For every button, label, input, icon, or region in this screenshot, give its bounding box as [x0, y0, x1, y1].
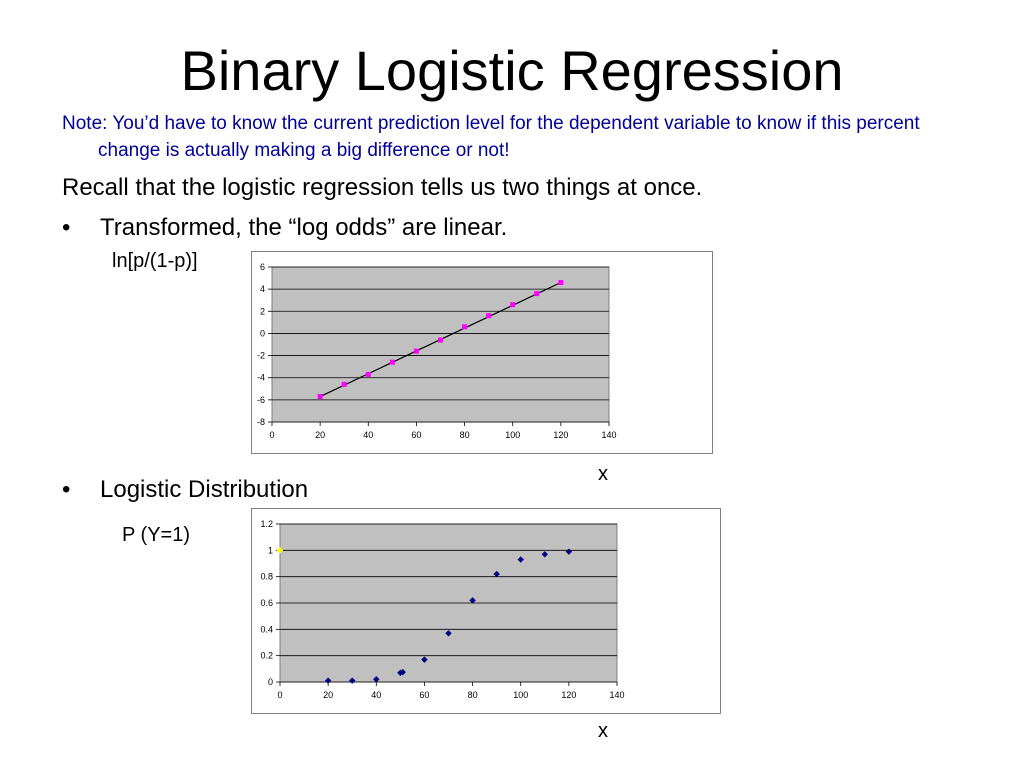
x-tick-label: 60 [411, 430, 421, 440]
y-tick-label: -2 [257, 351, 265, 361]
y-tick-label: 1 [268, 545, 273, 555]
x-tick-label: 40 [371, 690, 381, 700]
chart-1-ylabel: ln[p/(1-p)] [112, 250, 198, 272]
slide-title: Binary Logistic Regression [180, 39, 844, 102]
x-tick-label: 80 [468, 690, 478, 700]
data-point [438, 337, 443, 343]
x-tick-label: 140 [601, 430, 616, 440]
x-tick-label: 100 [505, 430, 520, 440]
x-tick-label: 0 [269, 430, 274, 440]
data-point [541, 551, 548, 558]
y-tick-label: 6 [260, 262, 265, 272]
bullet-2-marker: • [62, 476, 71, 503]
bullet-1-text: Transformed, the “log odds” are linear. [100, 214, 508, 241]
y-tick-label: 0.2 [260, 651, 273, 661]
data-point [486, 313, 492, 319]
x-tick-label: 80 [460, 430, 470, 440]
y-tick-label: 2 [260, 306, 265, 316]
y-tick-label: -6 [257, 395, 265, 405]
x-tick-label: 120 [561, 690, 576, 700]
data-point [365, 371, 371, 377]
x-tick-label: 20 [323, 690, 333, 700]
data-point [493, 570, 500, 578]
y-tick-label: 0 [268, 677, 273, 687]
y-tick-label: 0.4 [260, 624, 273, 634]
bullet-2-text: Logistic Distribution [100, 476, 309, 503]
x-tick-label: 40 [363, 430, 373, 440]
recall-text: Recall that the logistic regression tell… [62, 174, 703, 201]
data-point [389, 359, 395, 365]
x-tick-label: 0 [277, 690, 282, 700]
data-point [421, 656, 428, 663]
x-tick-label: 140 [609, 690, 624, 700]
y-tick-label: 0.6 [260, 598, 273, 608]
plot-area [271, 266, 610, 423]
data-point [469, 597, 476, 604]
y-tick-label: 0.8 [260, 572, 273, 582]
note-text: Note: You’d have to know the current pre… [62, 113, 920, 161]
x-tick-label: 120 [553, 430, 568, 440]
chart-2-ylabel: P (Y=1) [122, 524, 190, 546]
data-point [510, 302, 516, 308]
x-tick-label: 60 [419, 690, 429, 700]
y-tick-label: 1.2 [260, 519, 273, 529]
chart-2-xlabel: x [598, 720, 608, 742]
y-tick-label: 4 [260, 284, 265, 294]
x-tick-label: 100 [513, 690, 528, 700]
x-tick-label: 20 [315, 430, 325, 440]
chart-1-xlabel: x [598, 463, 608, 485]
data-point [413, 348, 419, 354]
y-tick-label: -4 [257, 373, 265, 383]
y-tick-label: -8 [257, 417, 265, 427]
data-point [341, 381, 347, 387]
data-point [534, 291, 540, 297]
bullet-1-marker: • [62, 214, 71, 241]
logistic-distribution-chart: 0 0.2 0.4 0.6 0.8 1 1.2 0 20 40 60 80 100 120 140 [251, 508, 721, 714]
y-tick-label: 0 [260, 328, 265, 338]
data-point [558, 280, 564, 285]
data-point [445, 630, 452, 637]
data-point [399, 668, 406, 676]
data-point [462, 324, 468, 330]
data-point [317, 394, 323, 400]
